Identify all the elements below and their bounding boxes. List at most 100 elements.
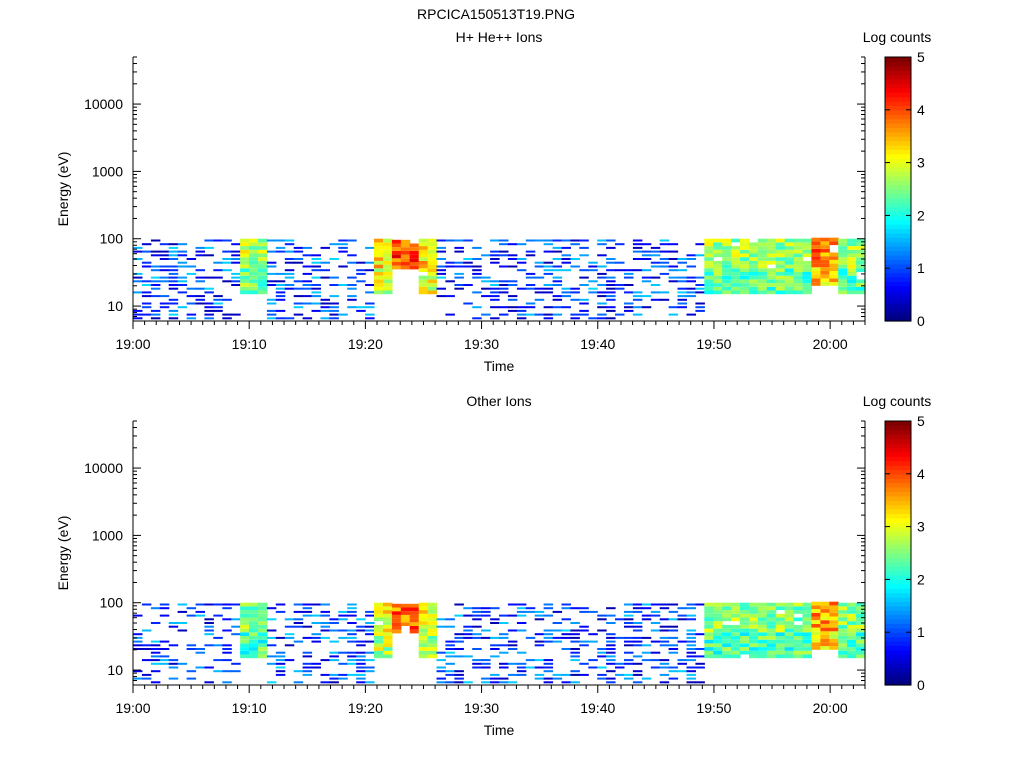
heatmap-cell: [722, 610, 732, 614]
heatmap-cell: [847, 257, 857, 261]
colorbar-segment: [885, 561, 911, 567]
heatmap-cell: [704, 286, 714, 291]
heatmap-cell: [731, 275, 741, 280]
heatmap-cell: [329, 618, 339, 621]
heatmap-cell: [615, 662, 625, 665]
heatmap-cell: [847, 610, 857, 614]
heatmap-cell: [472, 607, 482, 610]
heatmap-cell: [838, 650, 848, 655]
colorbar-segment: [885, 425, 911, 431]
heatmap-cell: [811, 605, 821, 610]
heatmap-cell: [374, 275, 384, 280]
heatmap-cell: [499, 644, 509, 647]
heatmap-cell: [606, 284, 616, 286]
heatmap-cell: [374, 272, 384, 276]
heatmap-cell: [793, 639, 804, 644]
heatmap-cell: [597, 317, 607, 320]
heatmap-cell: [195, 302, 205, 305]
heatmap-cell: [847, 260, 857, 265]
heatmap-cell: [534, 666, 545, 669]
heatmap-cell: [329, 640, 339, 643]
heatmap-cell: [204, 629, 214, 632]
heatmap-cell: [427, 268, 438, 272]
heatmap-cell: [856, 613, 866, 618]
heatmap-cell: [356, 659, 366, 662]
heatmap-cell: [204, 254, 214, 257]
heatmap-cell: [856, 624, 866, 629]
colorbar-segment: [885, 263, 911, 269]
heatmap-cell: [677, 258, 687, 260]
heatmap-cell: [668, 269, 679, 272]
heatmap-cell: [374, 279, 384, 284]
heatmap-cell: [668, 677, 679, 680]
heatmap-cell: [686, 636, 696, 639]
heatmap-cell: [632, 246, 643, 249]
heatmap-cell: [133, 291, 143, 294]
heatmap-cell: [507, 254, 518, 257]
colorbar-segment: [885, 268, 911, 274]
heatmap-cell: [427, 257, 438, 261]
heatmap-cell: [275, 272, 286, 275]
heatmap-cell: [659, 291, 670, 294]
heatmap-cell: [418, 606, 429, 611]
heatmap-cell: [490, 261, 500, 264]
heatmap-cell: [195, 651, 205, 654]
heatmap-cell: [258, 264, 268, 269]
heatmap-cell: [445, 295, 455, 298]
heatmap-cell: [284, 625, 295, 628]
heatmap-cell: [570, 265, 580, 268]
heatmap-cell: [579, 673, 589, 676]
heatmap-cell: [543, 287, 554, 290]
heatmap-cell: [570, 313, 580, 316]
heatmap-cell: [240, 632, 250, 636]
heatmap-cell: [856, 249, 866, 254]
heatmap-cell: [507, 673, 518, 676]
heatmap-cell: [436, 677, 446, 680]
colorbar-segment: [885, 193, 911, 199]
colorbar-segment: [885, 438, 911, 444]
heatmap-cell: [258, 617, 268, 622]
heatmap-cell: [856, 279, 866, 284]
heatmap-cell: [775, 621, 786, 625]
heatmap-cell: [757, 268, 768, 272]
colorbar-segment: [885, 228, 911, 234]
heatmap-cell: [597, 295, 607, 298]
heatmap-cell: [686, 655, 696, 658]
heatmap-cell: [632, 629, 643, 632]
heatmap-cell: [856, 650, 866, 655]
heatmap-cell: [258, 257, 268, 261]
heatmap-cell: [311, 287, 321, 290]
colorbar-segment: [885, 224, 911, 230]
heatmap-cell: [811, 248, 821, 253]
heatmap-cell: [293, 306, 304, 309]
colorbar-segment: [885, 509, 911, 514]
heatmap-cell: [632, 239, 643, 242]
heatmap-cell: [275, 280, 286, 283]
heatmap-cell: [766, 246, 777, 250]
heatmap-cell: [249, 621, 259, 625]
y-tick-label: 10000: [84, 96, 123, 112]
heatmap-cell: [204, 306, 214, 309]
heatmap-cell: [222, 618, 232, 621]
heatmap-cell: [624, 640, 634, 643]
heatmap-cell: [490, 298, 500, 301]
heatmap-cell: [525, 313, 536, 316]
heatmap-cell: [391, 243, 402, 248]
colorbar-tick-label: 3: [917, 155, 925, 171]
colorbar-segment: [885, 197, 911, 203]
heatmap-cell: [204, 633, 214, 636]
heatmap-cell: [820, 278, 830, 283]
heatmap-cell: [374, 602, 384, 607]
heatmap-cell: [757, 639, 768, 644]
heatmap-cell: [204, 313, 214, 316]
heatmap-cell: [668, 265, 679, 268]
heatmap-cell: [766, 602, 777, 607]
heatmap-cell: [811, 282, 821, 286]
heatmap-cell: [516, 629, 527, 632]
heatmap-cell: [177, 610, 188, 613]
heatmap-cell: [606, 306, 616, 309]
heatmap-cell: [561, 607, 571, 610]
heatmap-cell: [302, 254, 313, 257]
heatmap-cell: [766, 636, 777, 640]
heatmap-cell: [731, 628, 741, 633]
